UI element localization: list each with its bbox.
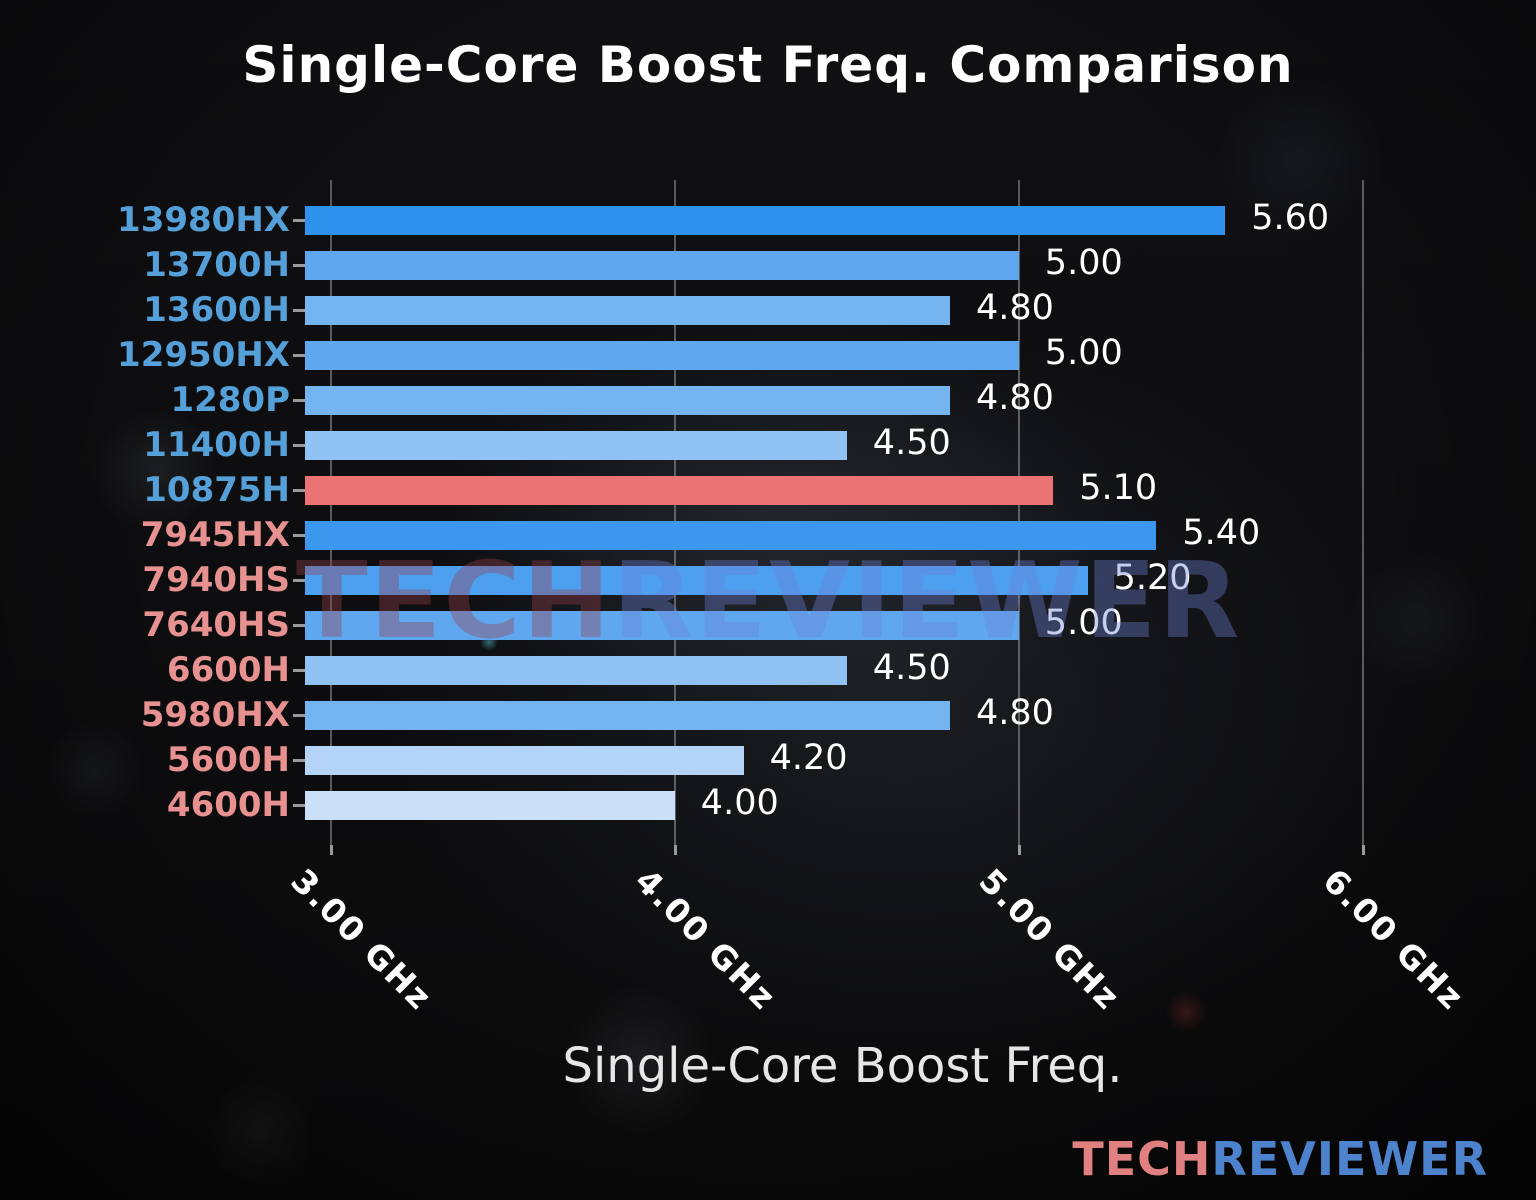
x-tick-label: 3.00 GHz: [283, 861, 441, 1018]
x-tick-label: 6.00 GHz: [1315, 861, 1473, 1018]
bar-4600h: [305, 790, 675, 820]
bar-value-label: 4.80: [976, 693, 1054, 733]
y-axis-label: 7945HX: [140, 515, 290, 555]
bar-value-label: 5.00: [1044, 603, 1123, 643]
y-axis-label: 7640HS: [142, 605, 290, 645]
y-tick-mark: [293, 264, 305, 267]
bar-7940hs: [305, 565, 1088, 595]
y-tick-mark: [293, 714, 305, 717]
y-axis-label: 13980HX: [117, 200, 290, 240]
bar-value-label: 4.50: [872, 423, 951, 463]
bar-13600h: [305, 295, 950, 325]
logo-reviewer: REVIEWER: [1211, 1132, 1488, 1186]
y-axis-label: 1280P: [170, 380, 290, 420]
bar-value-label: 5.10: [1079, 468, 1158, 508]
y-axis-label: 11400H: [143, 425, 290, 465]
y-tick-mark: [293, 624, 305, 627]
bar-5980hx: [305, 700, 950, 730]
x-axis-label: Single-Core Boost Freq.: [562, 1038, 1123, 1094]
y-tick-mark: [293, 759, 305, 762]
bar-value-label: 4.20: [769, 738, 848, 778]
techreviewer-logo: TECHREVIEWER: [1072, 1132, 1488, 1186]
y-tick-mark: [293, 399, 305, 402]
y-axis-label: 6600H: [166, 650, 290, 690]
bar-value-label: 5.60: [1251, 198, 1330, 238]
y-axis-label: 13600H: [143, 290, 290, 330]
y-tick-mark: [293, 534, 305, 537]
bar-13700h: [305, 250, 1019, 280]
y-tick-mark: [293, 804, 305, 807]
plot-area: 5.60 5.00 4.80 5.00 4.80 4.50 5.10 5.40 5.20 5.00…: [305, 180, 1380, 845]
y-tick-mark: [293, 444, 305, 447]
y-tick-mark: [293, 309, 305, 312]
x-tick-mark: [1361, 845, 1365, 855]
bar-value-label: 5.00: [1044, 333, 1123, 373]
bar-5600h: [305, 745, 744, 775]
x-tick-mark: [329, 845, 333, 855]
y-axis-label: 12950HX: [117, 335, 290, 375]
y-tick-mark: [293, 489, 305, 492]
y-tick-mark: [293, 579, 305, 582]
y-axis-label: 7940HS: [142, 560, 290, 600]
chart-title: Single-Core Boost Freq. Comparison: [242, 36, 1294, 94]
y-tick-mark: [293, 219, 305, 222]
y-axis-label: 4600H: [166, 785, 290, 825]
x-gridline: [1017, 180, 1020, 845]
bar-value-label: 4.80: [976, 378, 1054, 418]
x-tick-mark: [1017, 845, 1021, 855]
bar-10875h: [305, 475, 1054, 505]
bar-value-label: 4.50: [872, 648, 951, 688]
bar-13980hx: [305, 205, 1226, 235]
x-tick-mark: [673, 845, 677, 855]
bar-6600h: [305, 655, 847, 685]
y-axis-label: 13700H: [143, 245, 290, 285]
y-axis-label: 5600H: [166, 740, 290, 780]
y-axis-label: 5980HX: [140, 695, 290, 735]
y-tick-mark: [293, 669, 305, 672]
bar-7945hx: [305, 520, 1157, 550]
bar-12950hx: [305, 340, 1019, 370]
bar-7640hs: [305, 610, 1019, 640]
logo-tech: TECH: [1072, 1132, 1212, 1186]
bar-value-label: 5.00: [1044, 243, 1123, 283]
x-tick-label: 4.00 GHz: [627, 861, 785, 1018]
bar-value-label: 5.20: [1113, 558, 1192, 598]
bar-value-label: 4.80: [976, 288, 1054, 328]
bar-1280p: [305, 385, 950, 415]
y-axis-label: 10875H: [143, 470, 290, 510]
bar-value-label: 4.00: [700, 783, 779, 823]
x-tick-label: 5.00 GHz: [971, 861, 1129, 1018]
bar-11400h: [305, 430, 847, 460]
bar-value-label: 5.40: [1182, 513, 1261, 553]
y-tick-mark: [293, 354, 305, 357]
x-gridline: [1361, 180, 1364, 845]
